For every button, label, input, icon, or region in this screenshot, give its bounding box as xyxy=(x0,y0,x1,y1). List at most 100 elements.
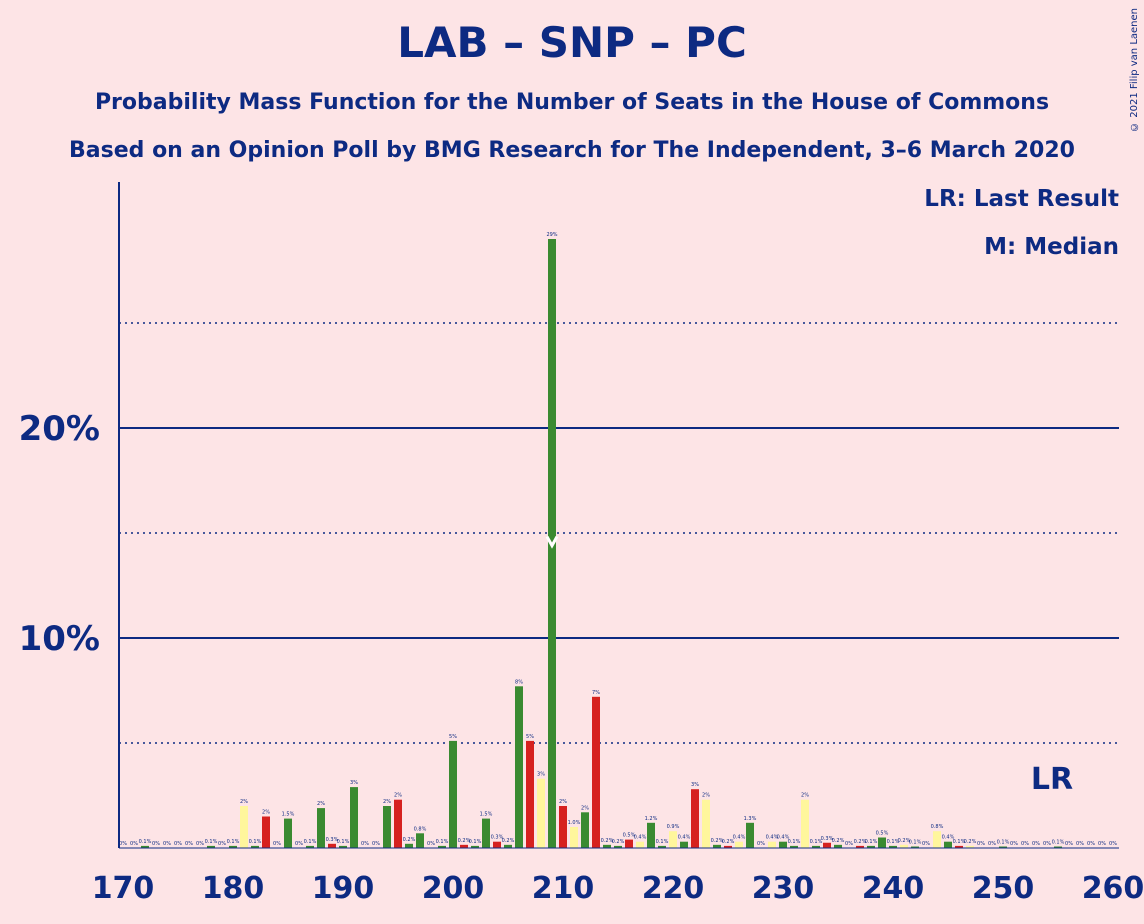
bar xyxy=(515,686,523,848)
bar xyxy=(229,845,237,848)
bar-value-label: 0.4% xyxy=(678,835,691,841)
bar-value-label: 1.3% xyxy=(744,816,757,822)
bar-value-label: 2% xyxy=(702,793,710,799)
bar xyxy=(350,787,358,848)
bar xyxy=(438,845,446,848)
bar-value-label: 0.1% xyxy=(865,839,878,845)
bar-value-label: 0.1% xyxy=(1052,840,1065,846)
bar xyxy=(768,841,776,848)
bar xyxy=(240,806,248,848)
x-tick-label: 200 xyxy=(422,871,485,906)
bar-value-label: 0.2% xyxy=(403,837,416,843)
bar-value-label: 0% xyxy=(757,841,765,847)
bar xyxy=(449,740,457,848)
bar-value-label: 0.1% xyxy=(337,839,350,845)
bar-value-label: 3% xyxy=(350,780,358,786)
bar xyxy=(636,841,644,848)
bar xyxy=(900,844,908,848)
bar-value-label: 5% xyxy=(449,734,457,740)
median-marker: M xyxy=(545,535,559,549)
legend-median: M: Median xyxy=(984,234,1119,260)
bar xyxy=(658,845,666,848)
bar xyxy=(526,740,534,848)
bar-value-label: 0% xyxy=(361,841,369,847)
bar xyxy=(537,778,545,848)
bar xyxy=(790,845,798,848)
bar-value-label: 0% xyxy=(119,841,127,847)
bar-value-label: 0% xyxy=(427,841,435,847)
bar-value-label: 0.2% xyxy=(854,839,867,845)
bar xyxy=(867,845,875,848)
bar xyxy=(284,818,292,848)
bar xyxy=(625,839,633,848)
bar-value-label: 3% xyxy=(691,782,699,788)
bar-value-label: 0% xyxy=(196,841,204,847)
bar-value-label: 0% xyxy=(977,841,985,847)
bar xyxy=(713,844,721,848)
bar-value-label: 0% xyxy=(185,841,193,847)
bar-value-label: 0.4% xyxy=(777,835,790,841)
bar-value-label: 0.8% xyxy=(931,824,944,830)
bar-value-label: 0.8% xyxy=(414,826,427,832)
bar xyxy=(306,845,314,848)
bar xyxy=(262,816,270,848)
bar-value-label: 0% xyxy=(372,841,380,847)
bar xyxy=(724,845,732,848)
bar-value-label: 1.0% xyxy=(568,820,581,826)
bar-value-label: 0% xyxy=(218,841,226,847)
bar-value-label: 0% xyxy=(1043,841,1051,847)
bar xyxy=(680,841,688,848)
bar xyxy=(691,789,699,848)
bar xyxy=(647,822,655,848)
bar-value-label: 0.2% xyxy=(832,838,845,844)
bar xyxy=(933,831,941,848)
bar-value-label: 0.1% xyxy=(469,839,482,845)
bar-value-label: 1.5% xyxy=(282,812,295,818)
bar-value-label: 8% xyxy=(515,679,523,685)
bar xyxy=(559,806,567,848)
bar-value-label: 0.2% xyxy=(722,839,735,845)
bar-value-label: 0% xyxy=(922,841,930,847)
bar xyxy=(581,812,589,848)
bar xyxy=(911,846,919,848)
bar xyxy=(482,818,490,848)
bar-value-label: 2% xyxy=(394,793,402,799)
bar-value-label: 0.1% xyxy=(656,839,669,845)
bar-value-label: 0.1% xyxy=(810,839,823,845)
bar xyxy=(394,799,402,848)
bar-value-label: 0.4% xyxy=(766,835,779,841)
bar-value-label: 0% xyxy=(1065,841,1073,847)
bar-value-label: 0.1% xyxy=(139,839,152,845)
bar xyxy=(207,845,215,848)
bar xyxy=(955,845,963,848)
x-tick-label: 170 xyxy=(92,871,155,906)
bar xyxy=(471,845,479,848)
bar-value-label: 7% xyxy=(592,690,600,696)
bar-value-label: 0% xyxy=(1087,841,1095,847)
last-result-marker: LR xyxy=(1031,762,1073,797)
bar-value-label: 2% xyxy=(559,799,567,805)
bar xyxy=(779,841,787,848)
x-tick-label: 250 xyxy=(972,871,1035,906)
bar-value-label: 0.3% xyxy=(821,836,834,842)
bar-value-label: 0% xyxy=(1109,841,1117,847)
bar-value-label: 0% xyxy=(988,841,996,847)
bar-value-label: 0.4% xyxy=(634,835,647,841)
bar xyxy=(603,844,611,848)
bar xyxy=(735,841,743,848)
bar xyxy=(823,842,831,848)
x-tick-label: 190 xyxy=(312,871,375,906)
bar-value-label: 0.5% xyxy=(876,831,889,837)
bar xyxy=(856,845,864,848)
bar-value-label: 0.1% xyxy=(249,839,262,845)
bar xyxy=(878,837,886,848)
bar-value-label: 2% xyxy=(240,799,248,805)
x-tick-label: 220 xyxy=(642,871,705,906)
y-tick-label: 10% xyxy=(19,619,100,659)
bar-value-label: 0% xyxy=(174,841,182,847)
bar-value-label: 0% xyxy=(1098,841,1106,847)
x-tick-label: 210 xyxy=(532,871,595,906)
bar xyxy=(592,696,600,848)
bar-value-label: 2% xyxy=(383,799,391,805)
bar-value-label: 0.3% xyxy=(326,837,339,843)
